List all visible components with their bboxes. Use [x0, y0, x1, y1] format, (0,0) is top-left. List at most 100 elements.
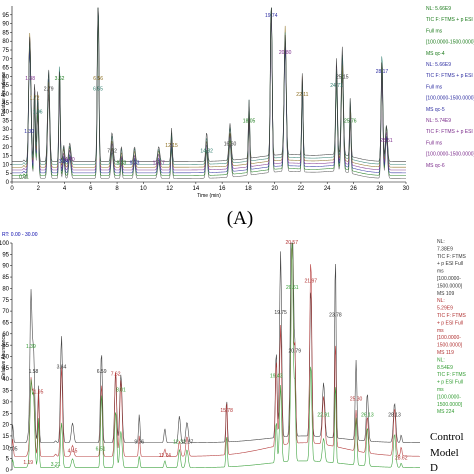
panel-a-side-label: TIC F: FTMS + p ESI [426, 73, 473, 79]
panel-a-side-label: MS qc-4 [426, 51, 445, 57]
panel-b-peak-label: 9.36 [134, 440, 144, 446]
panel-a-x-axis-label: Time (min) [197, 193, 221, 199]
panel-b-side-label: TIC F: FTMS [437, 254, 467, 260]
panel-b-trace-control [11, 242, 420, 444]
panel-a-x-tick-label: 18 [245, 186, 252, 192]
panel-b-peak-label: 20.57 [285, 240, 298, 246]
panel-b-y-tick-label: 10 [2, 445, 9, 451]
panel-a-y-tick-label: 5 [6, 171, 10, 177]
panel-a-y-axis-label: Relative Abundance [1, 72, 7, 117]
panel-a-peak-label: 25.76 [344, 118, 357, 124]
panel-b-legend-model: Model [430, 447, 459, 459]
panel-a-x-tick-label: 10 [140, 186, 147, 192]
panel-b-y-tick-label: 55 [2, 343, 9, 349]
panel-a-peak-label: 14.82 [200, 148, 213, 154]
panel-b-y-tick-label: 45 [2, 366, 9, 372]
panel-b-side-label: ms [437, 387, 444, 393]
panel-b-y-tick-label: 5 [6, 457, 10, 463]
panel-a-trace [12, 7, 406, 168]
panel-b-peak-label: 21.97 [305, 278, 318, 284]
panel-b-side-label: [100.0000- [437, 276, 461, 282]
panel-a-x-tick-label: 14 [193, 186, 200, 192]
panel-b-side-label: + p ESI Full [437, 320, 463, 326]
panel-a-y-tick-label: 85 [2, 30, 9, 36]
panel-b-side-label: MS 224 [437, 409, 454, 415]
panel-b-peak-label: 8.01 [116, 387, 126, 393]
panel-a-x-tick-label: 2 [37, 186, 41, 192]
panel-b-rt-range: RT: 0.00 - 30.00 [2, 232, 38, 238]
panel-b-side-label: 1500.0000] [437, 343, 463, 349]
panel-a-x-tick-label: 24 [324, 186, 331, 192]
panel-b-side-label: 1500.0000] [437, 402, 463, 408]
panel-a-side-label: Full ms [426, 28, 443, 34]
panel-b-side-label: NL: [437, 239, 445, 245]
panel-b-y-tick-label: 0 [6, 468, 10, 474]
panel-a-side-label: [100.0000-1500.0000] [426, 40, 474, 46]
panel-b-peak-label: 19.43 [270, 374, 283, 380]
panel-b-side-label: [100.0000- [437, 394, 461, 400]
panel-a-y-tick-label: 25 [2, 136, 9, 142]
panel-b-trace-model [11, 242, 420, 457]
panel-a-y-tick-label: 75 [2, 48, 9, 54]
panel-b-side-label: 5.29E9 [437, 306, 453, 312]
panel-b-y-tick-label: 40 [2, 377, 9, 383]
panel-b-peak-label: 1.58 [29, 369, 39, 375]
panel-b-side-label: TIC F: FTMS [437, 372, 467, 378]
panel-a-peak-label: 1.38 [25, 76, 35, 82]
panel-a-x-tick-label: 6 [89, 186, 93, 192]
panel-a-x-tick-label: 12 [166, 186, 173, 192]
panel-b-peak-label: 1.39 [26, 344, 36, 350]
panel-a-side-label: TIC F: FTMS + p ESI [426, 17, 473, 23]
panel-a-y-tick-label: 80 [2, 39, 9, 45]
panel-b-peak-label: 15.78 [220, 408, 233, 414]
panel-a-x-tick-label: 8 [115, 186, 119, 192]
panel-b-y-tick-label: 70 [2, 309, 9, 315]
panel-b-side-label: NL: [437, 298, 445, 304]
panel-b-side-label: 8.54E9 [437, 365, 453, 371]
panel-a-x-tick-label: 26 [350, 186, 357, 192]
panel-b-side-label: NL: [437, 357, 445, 363]
panel-a-peak-label: 28.51 [380, 138, 393, 144]
panel-b-peak-label: 28.13 [388, 412, 401, 418]
panel-b-peak-label: 20.61 [286, 285, 299, 291]
panel-b-peak-label: 3.64 [57, 365, 67, 371]
panel-a-peak-label: 20.80 [279, 50, 292, 56]
panel-b-y-axis-label: Relative Abundance [1, 334, 7, 379]
panel-a-peak-label: 19.74 [265, 13, 278, 19]
panel-b-side-label: 1500.0000] [437, 283, 463, 289]
panel-a-peak-label: 25.15 [336, 74, 349, 80]
panel-a-peak-label: 2.79 [44, 87, 54, 93]
panel-b-y-tick-label: 80 [2, 286, 9, 292]
panel-a-x-tick-label: 20 [271, 186, 278, 192]
panel-a-x-tick-label: 4 [63, 186, 67, 192]
panel-b-y-tick-label: 85 [2, 275, 9, 281]
panel-a-peak-label: 6.55 [93, 87, 103, 93]
panel-a-side-label: NL: 5.74E9 [426, 118, 451, 124]
panel-a-side-label: NL: 5.66E9 [426, 6, 451, 12]
panel-b-y-tick-label: 75 [2, 298, 9, 304]
panel-a-y-tick-label: 35 [2, 118, 9, 124]
panel-b-y-tick-label: 30 [2, 400, 9, 406]
panel-a-side-label: [100.0000-1500.0000] [426, 152, 474, 158]
panel-b-peak-label: 0.05 [8, 446, 18, 452]
panel-b-peak-label: 6.51 [96, 446, 106, 452]
panel-a-peak-label: 11.17 [153, 161, 165, 167]
panel-b-y-tick-label: 50 [2, 355, 9, 361]
panel-a-y-tick-label: 20 [2, 145, 9, 151]
panel-a-peak-label: 3.94 [59, 159, 69, 165]
chromatogram-panel-b: 0 5 10 15 20 25 30 35 40 45 50 55 60 65 70 75 80 85 90 95 10… [0, 239, 467, 474]
panel-a-peak-label: 1.30 [24, 129, 34, 135]
panel-a-peak-label: 18.05 [243, 118, 256, 124]
panel-b-peak-label: 7.62 [111, 371, 121, 377]
panel-b-side-label: TIC F: FTMS [437, 313, 467, 319]
panel-b-y-tick-label: 95 [2, 252, 9, 258]
panel-b-peak-label: 1.19 [23, 460, 33, 466]
panel-b-peak-label: 12.31 [173, 440, 186, 446]
panel-b-side-label: MS 119 [437, 350, 454, 356]
panel-a-peak-label: 22.11 [296, 92, 308, 98]
panel-a-y-tick-label: 50 [2, 92, 9, 98]
panel-a-peak-label: 6.56 [93, 76, 103, 82]
panel-a-side-label: [100.0000-1500.0000] [426, 96, 474, 102]
panel-a-x-tick-label: 30 [403, 186, 410, 192]
